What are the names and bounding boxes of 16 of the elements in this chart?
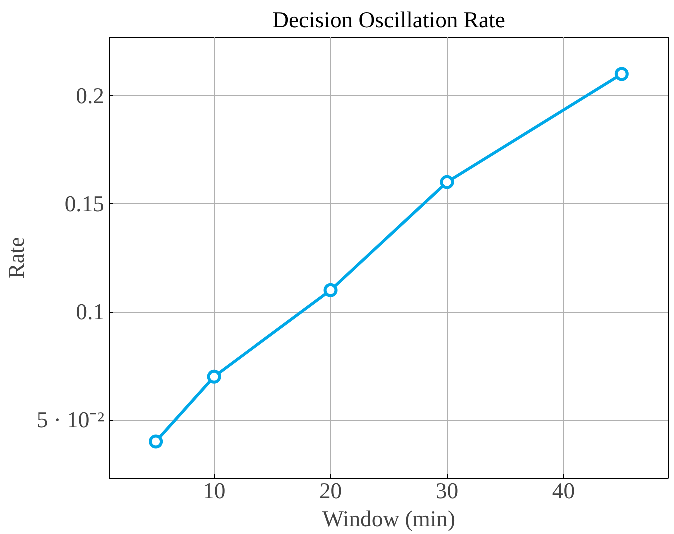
x-tick-label: 30 [436,478,459,504]
y-tick-label: 5 · 10⁻² [36,408,105,433]
y-axis-title: Rate [4,237,29,279]
y-tick-label: 0.15 [64,191,105,216]
point [207,370,222,384]
x-axis-title: Window (min) [322,506,456,532]
point [324,283,338,298]
x-tick-label: 10 [202,478,226,504]
point [614,67,629,82]
point [149,434,164,449]
y-tick-label: 0.2 [76,83,105,108]
point [440,175,454,190]
y-tick-label: 0.1 [76,300,105,325]
chart-title: Decision Oscillation Rate [272,8,506,32]
x-tick-label: 40 [552,478,576,504]
x-tick-label: 20 [319,478,342,504]
